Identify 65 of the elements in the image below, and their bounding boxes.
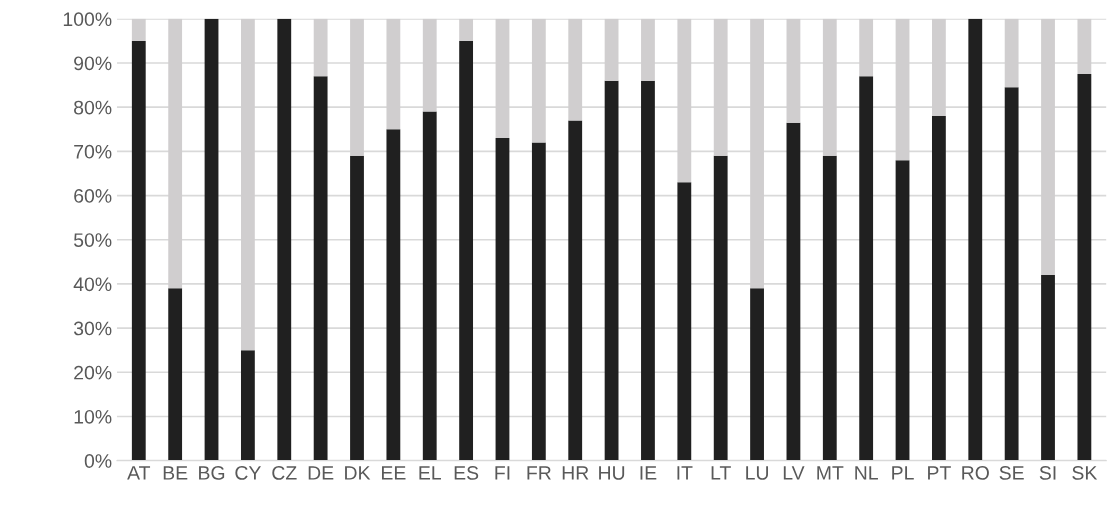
y-tick-label: 10%: [74, 409, 112, 424]
bar: [386, 129, 401, 461]
x-tick-label: CZ: [272, 466, 297, 480]
bar: [350, 155, 364, 461]
bar: [1041, 275, 1055, 461]
x-tick-label: RO: [962, 466, 989, 480]
bar: [168, 288, 183, 461]
x-tick-label: ES: [454, 466, 479, 480]
x-tick-label: IT: [677, 466, 693, 480]
bar: [131, 40, 146, 461]
x-tick-label: HU: [599, 466, 625, 480]
y-tick-label: 50%: [73, 233, 112, 247]
bar: [204, 18, 219, 461]
y-tick-label: 20%: [74, 365, 112, 380]
bar: [932, 116, 946, 461]
bar: [713, 155, 728, 461]
x-tick-label: BE: [163, 466, 188, 480]
bar: [641, 80, 655, 461]
x-tick-label: DK: [345, 466, 371, 480]
bar: [895, 160, 910, 461]
y-tick-label: 30%: [73, 321, 112, 336]
x-tick-label: EL: [419, 466, 441, 480]
bar: [1004, 87, 1019, 461]
x-tick-label: PL: [892, 466, 914, 480]
x-tick-label: MT: [817, 466, 844, 480]
x-tick-label: FR: [527, 466, 551, 480]
bar: [422, 111, 437, 461]
x-tick-label: LV: [783, 466, 805, 480]
bar: [968, 18, 983, 461]
x-tick-label: LU: [746, 466, 768, 480]
bar: [677, 182, 692, 461]
x-tick-label: CY: [235, 466, 261, 480]
bar: [531, 142, 546, 461]
bar: [277, 18, 292, 461]
x-tick-label: IE: [640, 466, 657, 480]
x-tick-label: HR: [562, 466, 589, 480]
bar: [1077, 74, 1092, 461]
x-tick-label: FI: [495, 466, 510, 480]
y-tick-label: 40%: [73, 277, 112, 292]
bar: [495, 138, 510, 461]
bar: [459, 40, 474, 461]
bar: [859, 76, 874, 461]
y-tick-label: 90%: [74, 56, 112, 71]
bar: [604, 80, 619, 461]
y-tick-label: 0%: [84, 454, 112, 468]
bar: [240, 350, 255, 461]
x-tick-label: SK: [1072, 466, 1098, 480]
y-tick-label: 80%: [74, 100, 112, 115]
bar: [568, 120, 583, 461]
bar: [822, 155, 837, 461]
y-tick-label: 100%: [63, 12, 112, 27]
bar: [750, 288, 764, 461]
x-tick-label: SE: [999, 466, 1024, 480]
y-tick-label: 60%: [74, 189, 112, 203]
x-tick-label: AT: [127, 466, 151, 480]
x-tick-label: BG: [199, 466, 225, 480]
bar: [786, 122, 801, 461]
x-tick-label: PT: [928, 466, 951, 480]
x-tick-label: DE: [308, 466, 334, 480]
x-tick-label: LT: [711, 466, 731, 480]
x-tick-label: NL: [855, 466, 878, 480]
x-tick-label: EE: [382, 466, 406, 480]
x-tick-label: SI: [1039, 466, 1056, 480]
bar: [313, 76, 328, 461]
y-tick-label: 70%: [74, 144, 112, 159]
